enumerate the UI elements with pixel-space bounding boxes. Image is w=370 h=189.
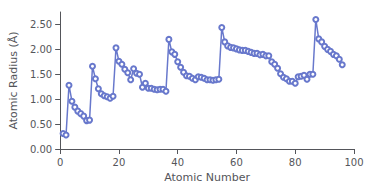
- svg-text:60: 60: [230, 157, 243, 168]
- svg-text:80: 80: [289, 157, 302, 168]
- svg-text:1.00: 1.00: [30, 94, 52, 105]
- svg-text:100: 100: [344, 157, 363, 168]
- svg-text:40: 40: [171, 157, 184, 168]
- svg-text:Atomic Radius (Å): Atomic Radius (Å): [7, 31, 20, 129]
- svg-text:0: 0: [57, 157, 63, 168]
- svg-text:20: 20: [113, 157, 126, 168]
- svg-text:0.50: 0.50: [30, 119, 52, 130]
- svg-text:2.50: 2.50: [30, 19, 52, 30]
- svg-text:2.00: 2.00: [30, 44, 52, 55]
- svg-text:Atomic Number: Atomic Number: [164, 171, 250, 184]
- svg-text:0.00: 0.00: [30, 144, 52, 155]
- svg-text:1.50: 1.50: [30, 69, 52, 80]
